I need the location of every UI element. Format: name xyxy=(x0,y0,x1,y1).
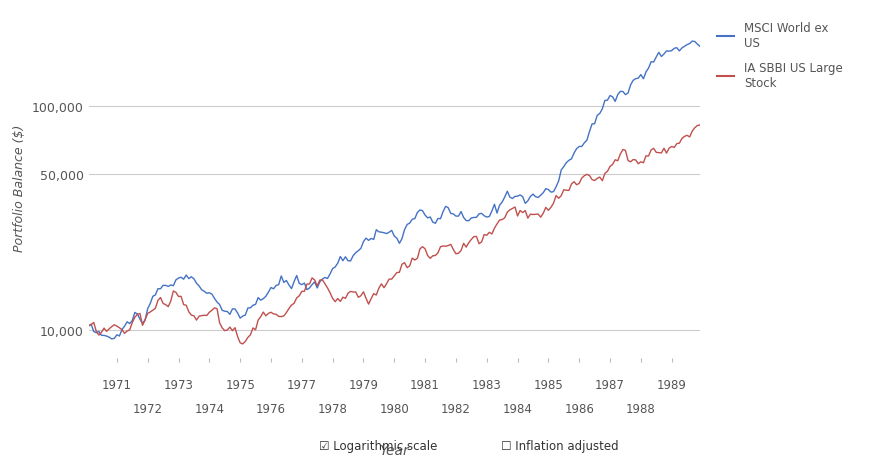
IA SBBI US Large
Stock xyxy=(697,118,708,124)
IA SBBI US Large
Stock xyxy=(692,123,703,129)
MSCI World ex
US xyxy=(695,45,705,50)
IA SBBI US Large
Stock xyxy=(81,327,91,333)
Legend: MSCI World ex
US, IA SBBI US Large
Stock: MSCI World ex US, IA SBBI US Large Stock xyxy=(712,17,847,95)
MSCI World ex
US xyxy=(538,190,548,196)
Text: 1973: 1973 xyxy=(164,378,193,392)
Text: 1977: 1977 xyxy=(287,378,317,392)
Text: 1985: 1985 xyxy=(533,378,563,392)
Text: 1982: 1982 xyxy=(441,402,470,415)
Text: 1976: 1976 xyxy=(256,402,286,415)
MSCI World ex
US xyxy=(152,286,163,292)
Text: Year: Year xyxy=(379,443,409,457)
Text: 1979: 1979 xyxy=(348,378,378,392)
Text: 1974: 1974 xyxy=(194,402,224,415)
Y-axis label: Portfolio Balance ($): Portfolio Balance ($) xyxy=(13,125,27,252)
MSCI World ex
US xyxy=(106,336,117,342)
Text: 1981: 1981 xyxy=(410,378,440,392)
Text: 1971: 1971 xyxy=(102,378,132,392)
MSCI World ex
US xyxy=(579,141,590,146)
Text: 1986: 1986 xyxy=(564,402,595,415)
IA SBBI US Large
Stock xyxy=(317,277,328,283)
IA SBBI US Large
Stock xyxy=(150,306,160,311)
MSCI World ex
US xyxy=(317,277,328,282)
IA SBBI US Large
Stock xyxy=(237,341,248,347)
IA SBBI US Large
Stock xyxy=(579,174,590,179)
Text: 1978: 1978 xyxy=(318,402,347,415)
Text: ☐ Inflation adjusted: ☐ Inflation adjusted xyxy=(501,439,618,452)
Line: IA SBBI US Large
Stock: IA SBBI US Large Stock xyxy=(86,121,703,344)
Text: 1983: 1983 xyxy=(472,378,501,392)
MSCI World ex
US xyxy=(687,39,697,45)
MSCI World ex
US xyxy=(697,39,708,45)
Text: 1989: 1989 xyxy=(657,378,687,392)
Line: MSCI World ex
US: MSCI World ex US xyxy=(86,42,703,339)
IA SBBI US Large
Stock xyxy=(538,211,548,217)
Text: 1975: 1975 xyxy=(225,378,255,392)
Text: 1980: 1980 xyxy=(379,402,409,415)
Text: 1988: 1988 xyxy=(626,402,656,415)
IA SBBI US Large
Stock xyxy=(435,244,446,250)
Text: ☑ Logarithmic scale: ☑ Logarithmic scale xyxy=(319,439,438,452)
Text: 1987: 1987 xyxy=(595,378,625,392)
MSCI World ex
US xyxy=(435,217,446,222)
Text: 1972: 1972 xyxy=(133,402,163,415)
MSCI World ex
US xyxy=(81,327,91,333)
Text: 1984: 1984 xyxy=(502,402,532,415)
